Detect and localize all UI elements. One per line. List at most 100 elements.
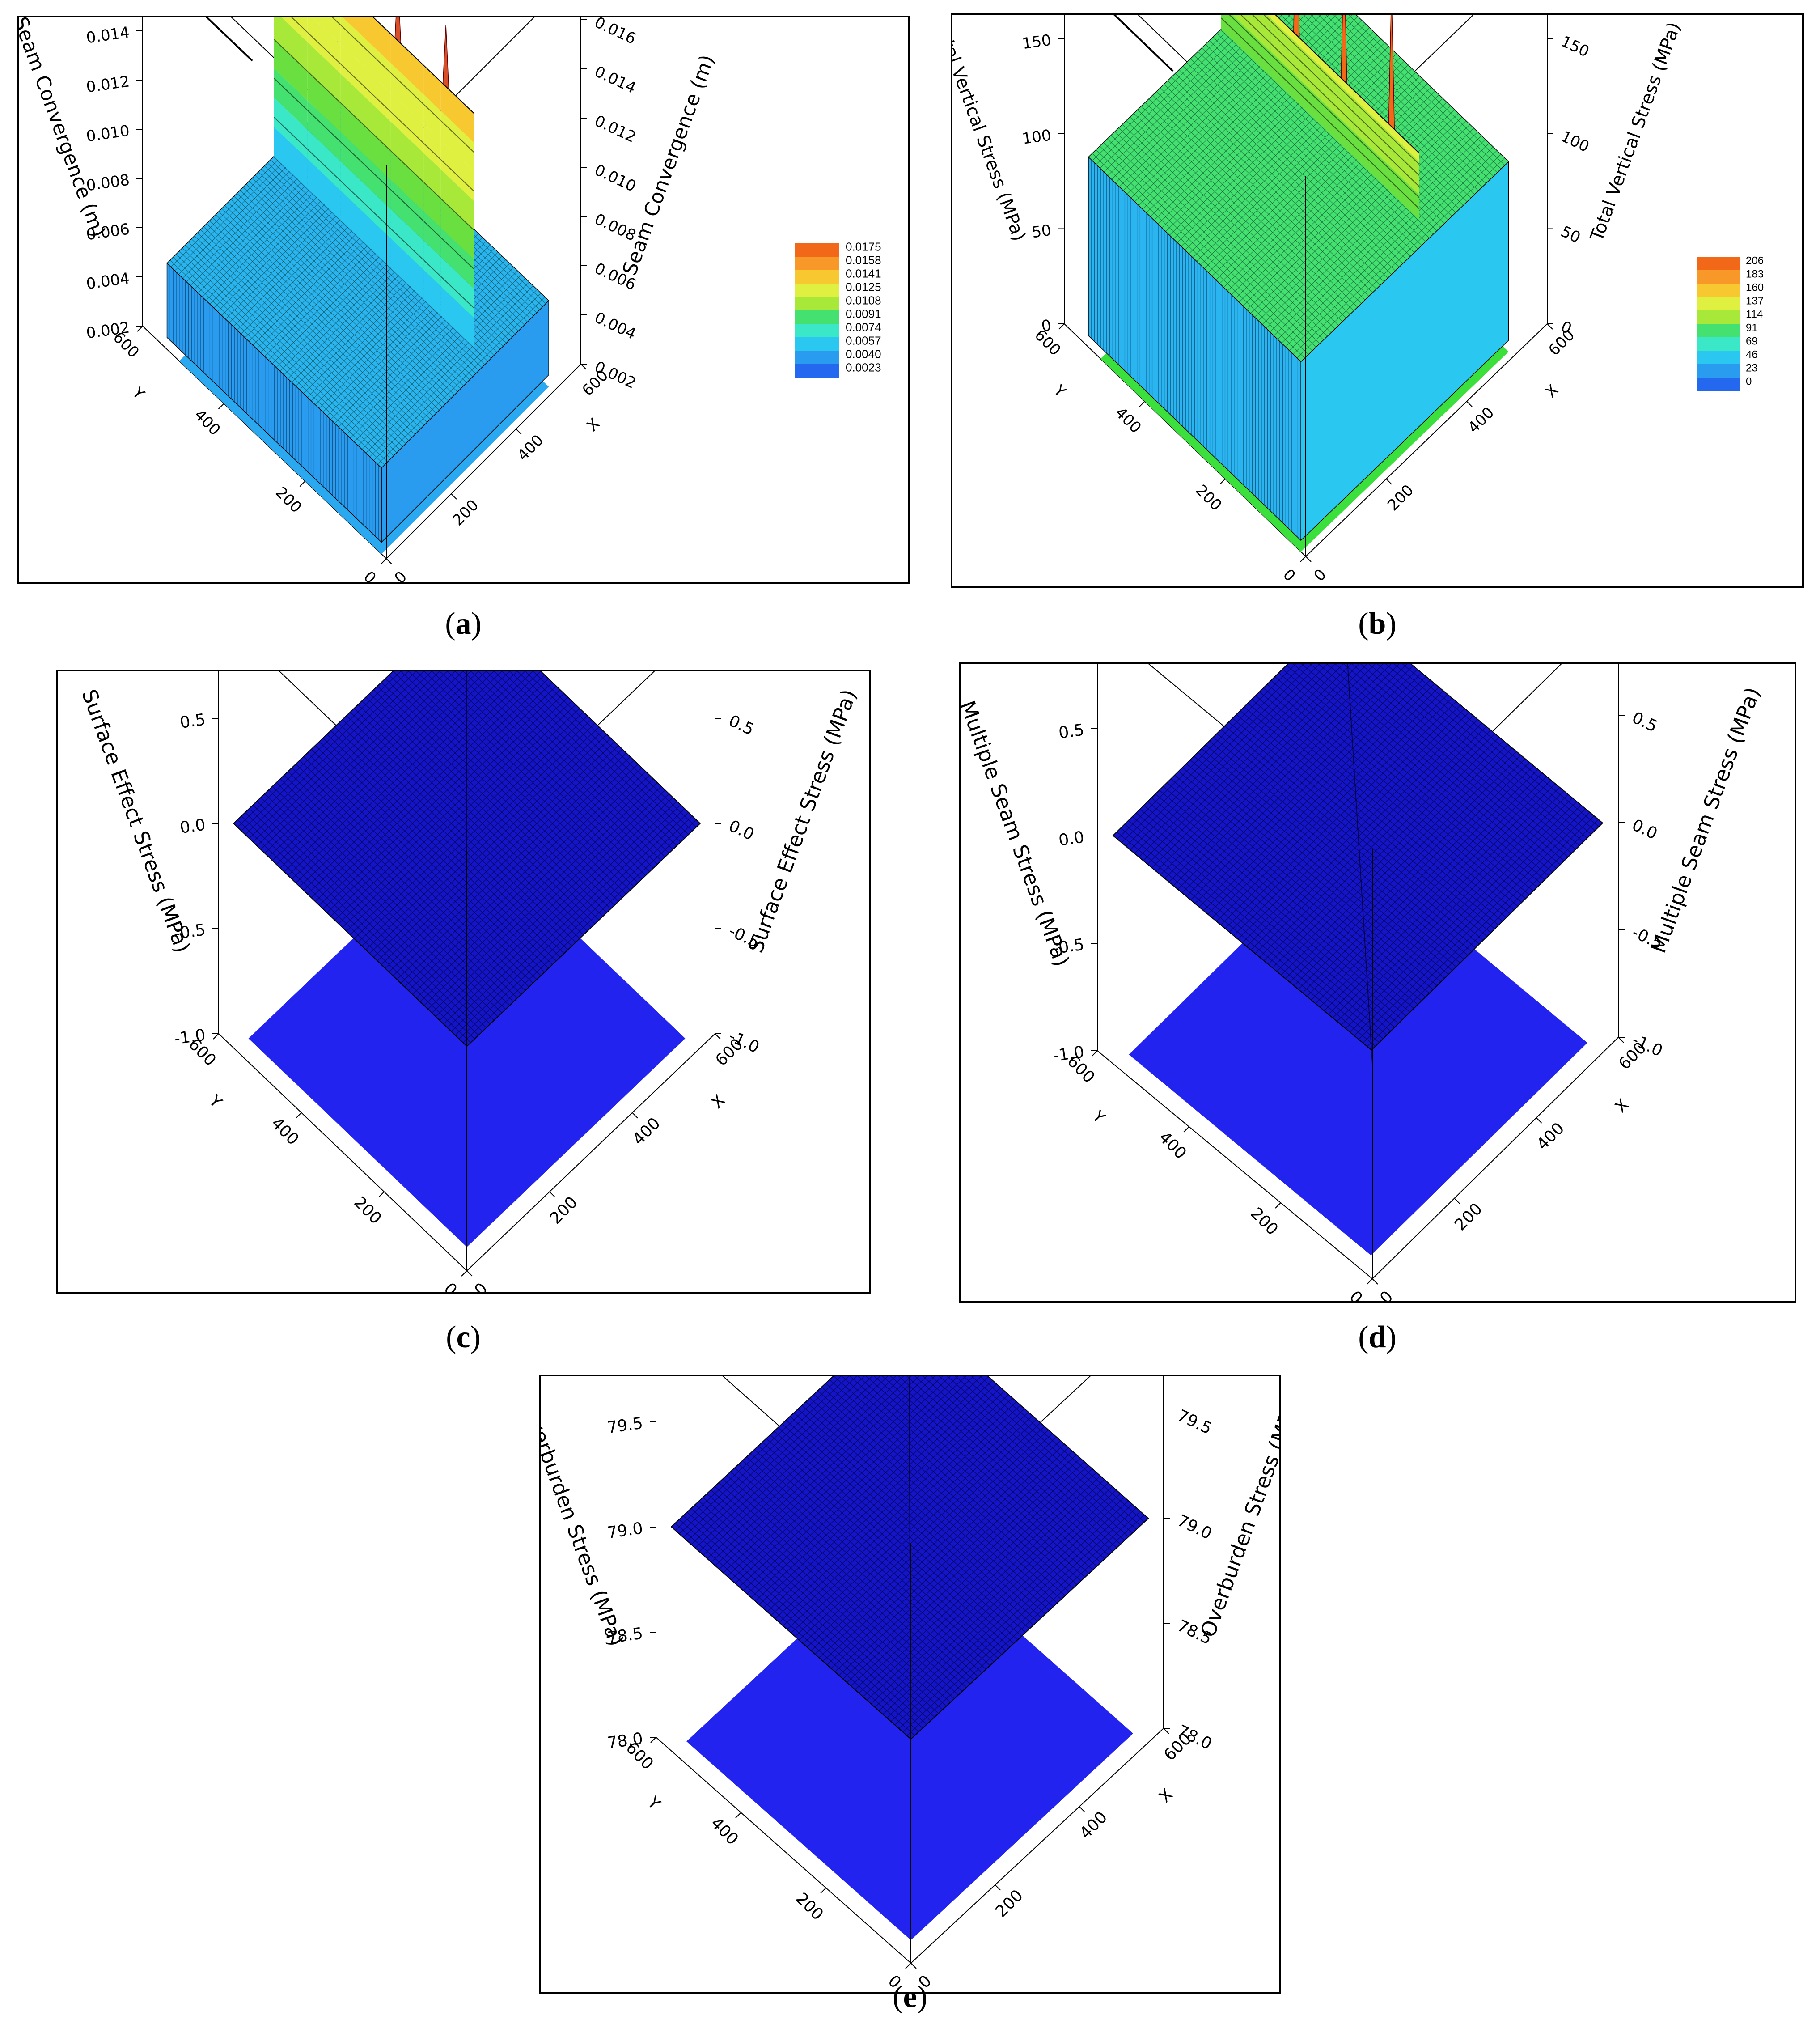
surface-mesh-line xyxy=(264,793,499,1017)
ridge-wall-cell xyxy=(390,238,407,284)
surface-mesh-line xyxy=(400,671,631,891)
surface-mesh-line xyxy=(825,1383,1066,1596)
plateau-mesh-line xyxy=(243,187,458,392)
plateau-mesh-line xyxy=(197,233,412,438)
ridge-mesh-line xyxy=(274,39,291,56)
plateau-mesh-line xyxy=(1118,127,1332,333)
surface-mesh-line xyxy=(408,671,635,887)
ridge-wall-cell xyxy=(374,18,391,63)
ridge-mesh-line xyxy=(440,198,458,215)
ridge-wall-cell xyxy=(324,29,341,74)
x-axis-label-bottom: X xyxy=(584,415,604,435)
plateau-mesh-line xyxy=(1243,106,1451,306)
legend-label: 0 xyxy=(1746,376,1752,388)
z-tick-right: 79.5 xyxy=(1174,1406,1215,1438)
surface-mesh-line xyxy=(478,671,669,853)
z-tick-left: 0.5 xyxy=(1058,721,1085,743)
surface-mesh-line xyxy=(858,1376,1085,1578)
caption-e: (e) xyxy=(893,1980,927,2014)
legend-label: 160 xyxy=(1746,282,1764,294)
plateau-mesh-line xyxy=(1161,27,1370,228)
ridge-mesh-line xyxy=(390,72,408,89)
ridge-wall-cell xyxy=(1386,171,1403,196)
plateau-mesh-line xyxy=(1341,15,1502,170)
plateau-mesh-line xyxy=(270,159,485,365)
ridge-mesh-line xyxy=(406,205,424,222)
x-tick-mark xyxy=(386,558,392,564)
ridge-wall-cell xyxy=(1402,187,1419,212)
legend-swatch xyxy=(795,337,839,351)
plateau-mesh-line xyxy=(1145,102,1358,308)
surface-mesh-line xyxy=(738,1464,978,1677)
z-tick-left: 0.004 xyxy=(85,269,131,293)
surface-mesh-line xyxy=(1213,737,1472,952)
surface-mesh-line xyxy=(714,1486,955,1699)
ridge-mesh-line xyxy=(406,244,424,261)
ridge-mesh-line xyxy=(1386,165,1403,182)
legend-swatch xyxy=(1697,297,1740,310)
y-tick-mark xyxy=(1139,401,1145,407)
plateau-top xyxy=(1088,15,1509,362)
ridge-wall-cell xyxy=(1287,34,1304,59)
y-axis-label-bottom: Y xyxy=(643,1793,664,1814)
ridge-mesh-line xyxy=(1353,133,1370,150)
surface-mesh-line xyxy=(874,1376,1093,1570)
surface-mesh-line xyxy=(726,1475,967,1688)
plateau-mesh-line xyxy=(206,223,421,429)
plateau-mesh-line xyxy=(1103,142,1316,348)
ridge-mesh-line xyxy=(373,56,391,73)
z-tick-right: 150 xyxy=(1558,32,1592,61)
ridge-mesh-line xyxy=(1240,15,1255,28)
y-tick-bottom: 400 xyxy=(190,406,224,439)
ridge-mesh-line xyxy=(457,136,474,153)
ridge-wall-cell xyxy=(1337,82,1354,106)
plateau-mesh-line xyxy=(1119,15,1298,187)
plateau-mesh-line xyxy=(215,214,431,420)
plateau-mesh-line xyxy=(354,274,522,442)
ridge-mesh-line xyxy=(307,149,325,165)
surface-mesh-line xyxy=(1205,744,1464,960)
ridge-mesh-line xyxy=(340,141,358,158)
surface-mesh-line xyxy=(1232,718,1491,933)
x-tick-bottom: 200 xyxy=(546,1193,581,1228)
x-tick-mark xyxy=(715,1033,721,1040)
ridge-wall-cell xyxy=(423,65,441,111)
floor-edge-x xyxy=(1372,1037,1619,1279)
surface-mesh-line xyxy=(947,1376,1129,1537)
ridge-wall-cell xyxy=(1270,68,1287,93)
plateau-mesh-line xyxy=(203,226,419,432)
ridge-mesh-line xyxy=(1287,59,1304,76)
plateau-mesh-line xyxy=(1107,15,1275,176)
surface-mesh-line xyxy=(1368,664,1584,842)
plateau-mesh-line xyxy=(1204,68,1413,269)
surface-mesh-line xyxy=(245,812,479,1035)
legend-swatch xyxy=(795,243,839,257)
legend-swatch xyxy=(1697,310,1740,324)
plateau-mesh-line xyxy=(1235,98,1443,299)
x-tick-bottom: 400 xyxy=(1533,1119,1568,1154)
surface-mesh-line xyxy=(447,671,654,869)
ridge-wall-cell xyxy=(1287,26,1304,51)
ridge-wall-cell xyxy=(1320,91,1337,115)
ridge-wall-cell xyxy=(1353,89,1370,114)
ridge-mesh-line xyxy=(390,228,408,245)
surface-mesh-line xyxy=(734,1468,974,1681)
ridge-mesh-line xyxy=(440,237,458,254)
ridge-wall-cell xyxy=(1254,52,1271,77)
ridge-mesh-line xyxy=(390,189,408,206)
y-tick-mark xyxy=(735,1812,741,1819)
legend-label: 0.0158 xyxy=(846,254,881,267)
plateau-mesh-line xyxy=(1152,95,1366,300)
y-tick-mark xyxy=(1300,556,1306,562)
seam-marker-line xyxy=(1113,15,1174,72)
ridge-mesh-line xyxy=(1270,54,1288,71)
plateau-mesh-line xyxy=(1154,20,1362,221)
ridge-mesh-line xyxy=(307,71,325,88)
x-axis-label-bottom: X xyxy=(708,1091,728,1112)
x-tick-mark xyxy=(1079,1806,1085,1812)
ridge-mesh-line xyxy=(457,253,474,270)
ridge-wall-cell xyxy=(1304,42,1321,66)
ridge-wall-cell xyxy=(291,84,308,130)
ridge-wall-cell xyxy=(1320,83,1337,107)
plateau-mesh-line xyxy=(273,157,488,362)
